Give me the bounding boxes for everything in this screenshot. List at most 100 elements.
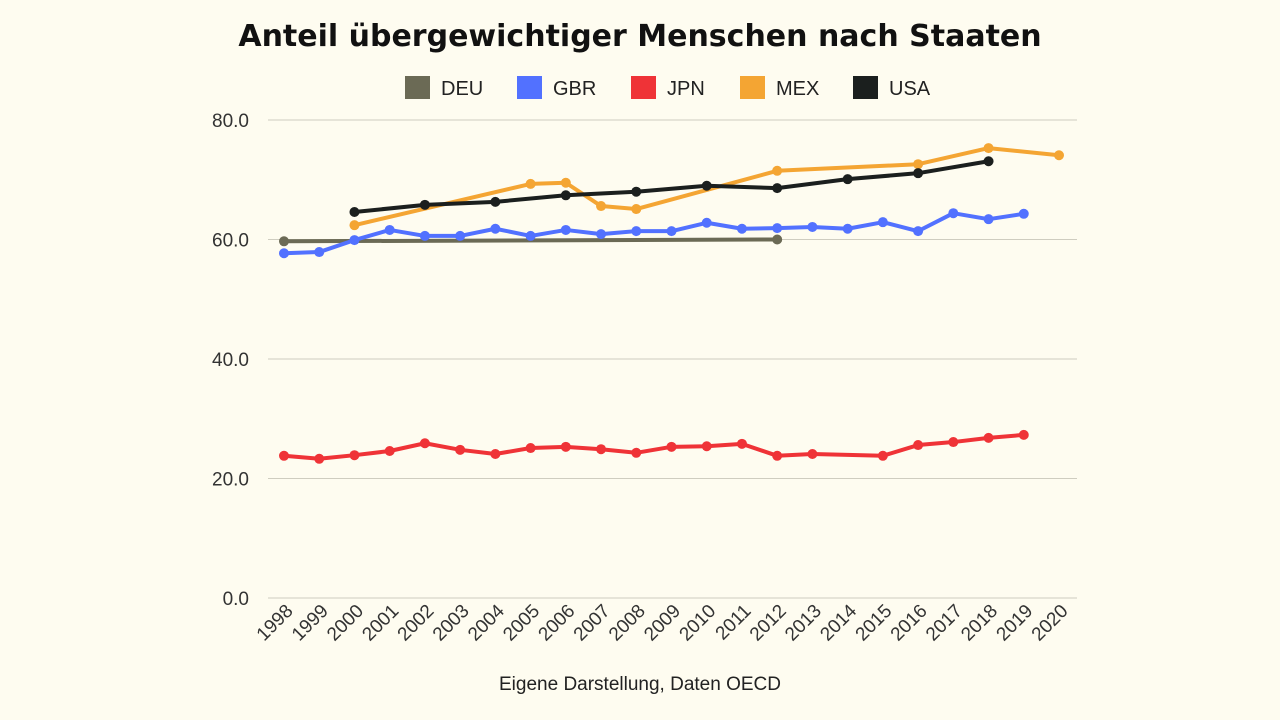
data-point xyxy=(596,201,607,212)
x-tick-label: 2015 xyxy=(852,601,897,646)
data-point xyxy=(1018,208,1029,219)
data-point xyxy=(490,449,501,460)
legend-swatch xyxy=(405,76,430,99)
data-point xyxy=(701,217,712,228)
legend-label: USA xyxy=(889,78,931,100)
series-line xyxy=(283,432,1024,461)
data-point xyxy=(807,221,818,232)
data-point xyxy=(279,248,289,259)
x-tick-label: 2016 xyxy=(887,601,932,646)
data-point xyxy=(842,174,853,185)
chart-title: Anteil übergewichtiger Menschen nach Sta… xyxy=(238,19,1041,54)
legend-swatch xyxy=(853,76,878,99)
data-point xyxy=(1054,150,1064,161)
data-point xyxy=(349,450,360,461)
x-tick-label: 2001 xyxy=(358,601,403,646)
data-point xyxy=(983,143,994,154)
data-point xyxy=(666,226,677,237)
series-group xyxy=(279,143,1064,464)
data-point xyxy=(948,437,959,448)
legend-swatch xyxy=(740,76,765,99)
grid xyxy=(268,119,1077,599)
legend-label: GBR xyxy=(553,78,596,100)
data-point xyxy=(525,230,536,241)
data-point xyxy=(314,247,325,258)
data-point xyxy=(596,444,607,455)
data-point xyxy=(279,450,289,461)
data-point xyxy=(631,204,642,215)
data-point xyxy=(772,183,783,194)
x-tick-label: 2011 xyxy=(712,601,756,645)
series-gbr xyxy=(279,208,1029,259)
x-tick-label: 2017 xyxy=(922,601,967,646)
series-jpn xyxy=(279,429,1029,464)
data-point xyxy=(490,196,501,207)
legend-item-gbr: GBR xyxy=(517,76,596,100)
data-point xyxy=(384,446,395,457)
data-point xyxy=(631,447,642,458)
x-tick-label: 1999 xyxy=(288,601,333,646)
x-tick-label: 2003 xyxy=(429,601,474,646)
y-tick-label: 40.0 xyxy=(212,350,249,371)
data-point xyxy=(877,450,888,461)
series-usa xyxy=(349,156,994,218)
x-tick-label: 2006 xyxy=(535,601,580,646)
y-tick-label: 0.0 xyxy=(223,589,249,610)
data-point xyxy=(772,223,783,234)
data-point xyxy=(913,226,924,237)
data-point xyxy=(736,438,747,449)
x-tick-label: 2007 xyxy=(570,601,615,646)
x-tick-label: 1998 xyxy=(253,601,298,646)
data-point xyxy=(772,234,783,245)
data-point xyxy=(877,217,888,228)
data-point xyxy=(666,441,677,452)
data-point xyxy=(631,226,642,237)
data-point xyxy=(314,453,325,464)
data-point xyxy=(983,432,994,443)
data-point xyxy=(349,207,360,218)
data-point xyxy=(983,156,994,167)
legend-item-mex: MEX xyxy=(740,76,819,100)
data-point xyxy=(419,438,430,449)
y-tick-label: 20.0 xyxy=(212,470,249,491)
x-tick-label: 2008 xyxy=(605,601,650,646)
legend-label: JPN xyxy=(667,78,705,100)
data-point xyxy=(419,230,430,241)
x-tick-label: 2009 xyxy=(640,601,685,646)
x-tick-label: 2013 xyxy=(781,601,826,646)
data-point xyxy=(525,178,536,189)
data-point xyxy=(913,168,924,179)
data-point xyxy=(596,229,607,240)
x-tick-label: 2005 xyxy=(499,601,544,646)
data-point xyxy=(455,230,466,241)
legend-item-jpn: JPN xyxy=(631,76,705,100)
data-point xyxy=(1018,429,1029,440)
data-point xyxy=(560,441,571,452)
chart-caption: Eigene Darstellung, Daten OECD xyxy=(499,674,781,695)
legend: DEU GBR JPN MEX USA xyxy=(405,76,931,100)
data-point xyxy=(384,224,395,235)
data-point xyxy=(842,223,853,234)
data-point xyxy=(772,165,783,176)
data-point xyxy=(807,449,818,460)
legend-item-usa: USA xyxy=(853,76,931,100)
data-point xyxy=(349,220,360,231)
data-point xyxy=(913,159,924,170)
data-point xyxy=(560,177,571,188)
legend-swatch xyxy=(631,76,656,99)
series-line xyxy=(283,211,1025,256)
data-point xyxy=(490,223,501,234)
x-tick-label: 2020 xyxy=(1028,601,1073,646)
y-axis: 0.0 20.0 40.0 60.0 80.0 xyxy=(212,111,249,610)
legend-item-deu: DEU xyxy=(405,76,483,100)
x-tick-label: 2012 xyxy=(746,601,791,646)
x-tick-label: 2014 xyxy=(816,600,861,645)
series-line xyxy=(354,159,989,215)
legend-swatch xyxy=(517,76,542,99)
y-tick-label: 60.0 xyxy=(212,231,249,252)
x-tick-label: 2004 xyxy=(464,600,509,645)
x-tick-label: 2000 xyxy=(323,601,368,646)
data-point xyxy=(772,450,783,461)
data-point xyxy=(736,223,747,234)
